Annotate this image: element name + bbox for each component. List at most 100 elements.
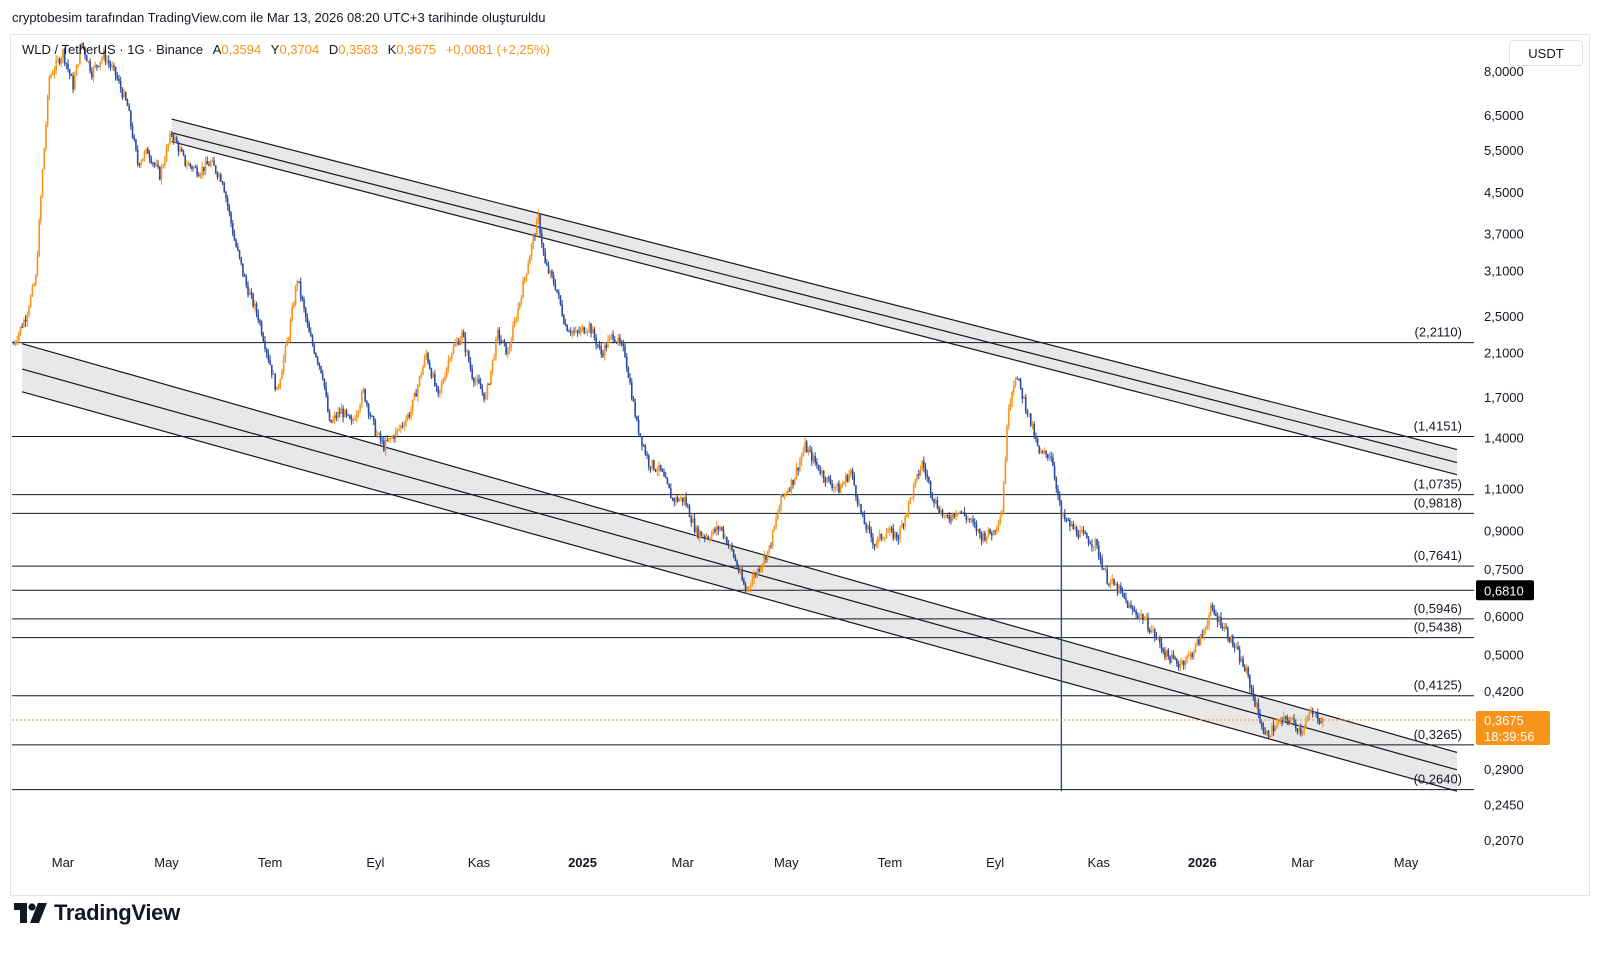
candle-body — [970, 519, 973, 521]
time-tick-label: Mar — [672, 855, 695, 870]
candle-body — [963, 511, 966, 516]
candle-body — [1152, 629, 1154, 631]
candle-body — [26, 314, 29, 322]
candle-body — [544, 251, 546, 264]
candle-body — [131, 126, 134, 138]
candle-body — [766, 550, 769, 560]
candle-body — [924, 467, 927, 475]
candle-body — [204, 161, 207, 171]
candle-body — [393, 436, 395, 439]
candle-body — [1052, 457, 1054, 466]
candle-body — [746, 587, 749, 592]
candle-body — [858, 503, 861, 505]
candle-body — [1035, 437, 1037, 439]
candle-body — [1077, 534, 1080, 538]
candle-body — [293, 304, 295, 308]
tradingview-logo[interactable]: TradingView — [14, 899, 180, 927]
time-tick-label: Eyl — [366, 855, 384, 870]
candle-body — [245, 276, 248, 286]
candle-body — [369, 414, 372, 416]
candle-body — [940, 510, 942, 514]
candle-body — [671, 498, 674, 500]
price-tick-label: 1,1000 — [1484, 481, 1524, 496]
chart-frame[interactable] — [10, 34, 1590, 896]
price-tick-label: 3,7000 — [1484, 226, 1524, 241]
candle-body — [710, 533, 713, 540]
candle-body — [583, 327, 586, 334]
candle-body — [16, 340, 18, 343]
candle-body — [298, 281, 300, 283]
candle-body — [165, 147, 168, 161]
candle-body — [1018, 378, 1020, 380]
candle-body — [449, 358, 451, 360]
candle-body — [642, 445, 645, 447]
candle-body — [442, 380, 445, 384]
candle-body — [310, 332, 312, 337]
candle-body — [644, 445, 647, 455]
candle-body — [1255, 702, 1258, 707]
countdown-label: 18:39:56 — [1484, 729, 1535, 744]
candle-body — [213, 160, 215, 166]
candle-body — [135, 139, 137, 150]
candle-body — [658, 464, 660, 472]
candle-body — [136, 149, 139, 164]
candle-body — [74, 75, 76, 90]
open-value: 0,3594 — [221, 42, 262, 57]
candle-body — [787, 490, 789, 494]
candle-body — [123, 92, 125, 98]
candle-body — [116, 75, 119, 79]
level-label: (1,4151) — [1414, 418, 1462, 433]
candle-body — [989, 529, 991, 534]
candle-body — [1272, 725, 1275, 732]
candle-body — [279, 379, 282, 387]
candle-body — [517, 307, 519, 320]
price-tick-label: 2,1000 — [1484, 345, 1524, 360]
candle-body — [933, 498, 935, 504]
candle-body — [883, 537, 886, 539]
candle-body — [912, 485, 915, 498]
candle-body — [259, 320, 261, 323]
candle-body — [895, 532, 898, 538]
candle-body — [313, 344, 316, 354]
candle-body — [1235, 646, 1238, 648]
candle-body — [1150, 629, 1153, 633]
candle-body — [225, 192, 227, 198]
candle-body — [157, 164, 159, 168]
candle-body — [1120, 585, 1122, 592]
candle-body — [613, 339, 616, 342]
currency-button[interactable]: USDT — [1509, 40, 1583, 66]
candle-body — [104, 50, 107, 62]
candle-body — [1277, 721, 1280, 723]
candle-body — [532, 235, 535, 245]
candle-body — [1089, 543, 1092, 545]
candle-body — [1091, 544, 1093, 547]
candle-body — [1269, 736, 1272, 738]
candle-body — [1225, 626, 1227, 629]
candle-body — [255, 303, 258, 314]
candle-body — [797, 467, 799, 471]
candle-body — [1310, 711, 1312, 713]
candle-body — [1097, 545, 1100, 558]
candle-body — [1065, 519, 1068, 521]
candle-body — [1303, 727, 1305, 731]
candle-body — [855, 485, 857, 497]
candle-body — [203, 166, 205, 171]
candle-body — [955, 514, 957, 517]
candle-body — [287, 338, 290, 341]
candle-body — [547, 265, 550, 273]
time-tick-label: Kas — [468, 855, 491, 870]
candle-body — [1189, 653, 1192, 655]
candle-body — [405, 419, 407, 426]
candle-body — [1006, 426, 1008, 461]
candle-body — [540, 233, 543, 244]
candle-body — [65, 62, 68, 64]
price-tick-label: 0,2070 — [1484, 833, 1524, 848]
candle-body — [430, 368, 433, 378]
candle-body — [444, 376, 446, 381]
candle-body — [230, 212, 232, 224]
time-tick-label: Mar — [1291, 855, 1314, 870]
candle-body — [1271, 725, 1273, 737]
candle-body — [782, 494, 784, 497]
change-value: +0,0081 (+2,25%) — [445, 42, 550, 57]
